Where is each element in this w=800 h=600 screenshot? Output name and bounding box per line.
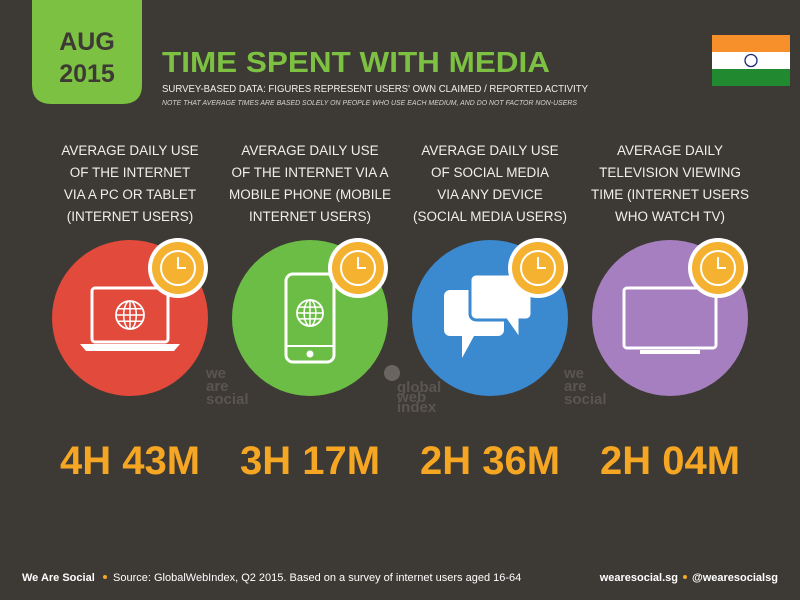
note: NOTE THAT AVERAGE TIMES ARE BASED SOLELY… bbox=[162, 100, 577, 107]
column-label: MOBILE PHONE (MOBILE bbox=[229, 187, 391, 202]
column: AVERAGE DAILY USE OF THE INTERNET VIA A MO… bbox=[229, 143, 391, 483]
laptop-base bbox=[80, 344, 180, 351]
watermark-left: we are social bbox=[205, 365, 249, 408]
watermark-text: social bbox=[206, 391, 249, 408]
time-value: 2H 04M bbox=[600, 439, 740, 483]
clock-hands bbox=[177, 257, 186, 269]
column-label: OF THE INTERNET VIA A bbox=[231, 165, 388, 180]
columns: AVERAGE DAILY USE OF THE INTERNET VIA A PC… bbox=[52, 143, 749, 483]
column-label: AVERAGE DAILY USE bbox=[241, 143, 378, 158]
watermark-text: web bbox=[396, 389, 426, 406]
watermark-text: global bbox=[397, 379, 441, 396]
column: AVERAGE DAILY USE OF THE INTERNET VIA A PC… bbox=[52, 143, 208, 483]
column-label: AVERAGE DAILY bbox=[617, 143, 723, 158]
separator bbox=[683, 575, 687, 579]
footer-brand: We Are Social bbox=[22, 572, 95, 584]
india-flag bbox=[712, 35, 790, 86]
watermark-text: are bbox=[206, 378, 229, 395]
watermark-text: we bbox=[563, 365, 584, 382]
watermark-text: social bbox=[564, 391, 607, 408]
clock-hands bbox=[717, 257, 726, 269]
tv-stand bbox=[640, 350, 700, 354]
column-label: INTERNET USERS) bbox=[249, 209, 371, 224]
footer-site: wearesocial.sg bbox=[599, 572, 678, 584]
time-value: 4H 43M bbox=[60, 439, 200, 483]
watermark-center: global web index bbox=[384, 365, 441, 416]
tv bbox=[622, 286, 718, 350]
phone bbox=[284, 272, 336, 364]
badge-year: 2015 bbox=[59, 60, 115, 88]
column-label: WHO WATCH TV) bbox=[615, 209, 725, 224]
footer-source: Source: GlobalWebIndex, Q2 2015. Based o… bbox=[113, 572, 521, 584]
column-label: VIA A PC OR TABLET bbox=[64, 187, 196, 202]
watermark-text: we bbox=[205, 365, 226, 382]
column-label: OF SOCIAL MEDIA bbox=[431, 165, 549, 180]
watermark-text: index bbox=[397, 399, 437, 416]
column-label: VIA ANY DEVICE bbox=[437, 187, 543, 202]
time-value: 2H 36M bbox=[420, 439, 560, 483]
subtitle: SURVEY-BASED DATA: FIGURES REPRESENT USE… bbox=[162, 84, 588, 95]
column-label: AVERAGE DAILY USE bbox=[61, 143, 198, 158]
column-label: OF THE INTERNET bbox=[70, 165, 191, 180]
clock-face bbox=[520, 250, 556, 286]
badge-month: AUG bbox=[59, 28, 115, 56]
column: AVERAGE DAILY TELEVISION VIEWING TIME (INT… bbox=[591, 143, 749, 483]
clock-face bbox=[700, 250, 736, 286]
date-badge bbox=[32, 0, 142, 104]
column-label: (INTERNET USERS) bbox=[67, 209, 194, 224]
clock-face bbox=[340, 250, 376, 286]
separator bbox=[103, 575, 107, 579]
phone-button bbox=[306, 350, 314, 358]
laptop-screen bbox=[90, 286, 170, 344]
column-label: TELEVISION VIEWING bbox=[599, 165, 741, 180]
column-label: AVERAGE DAILY USE bbox=[421, 143, 558, 158]
watermark-text: are bbox=[564, 378, 587, 395]
clock-hands bbox=[537, 257, 546, 269]
column-label: (SOCIAL MEDIA USERS) bbox=[413, 209, 567, 224]
watermark-right: we are social bbox=[563, 365, 607, 408]
footer-handle: @wearesocialsg bbox=[692, 572, 778, 584]
clock-hands bbox=[357, 257, 366, 269]
globe bbox=[116, 301, 144, 329]
title: TIME SPENT WITH MEDIA bbox=[162, 47, 550, 79]
time-value: 3H 17M bbox=[240, 439, 380, 483]
column-label: TIME (INTERNET USERS bbox=[591, 187, 749, 202]
column: AVERAGE DAILY USE OF SOCIAL MEDIA VIA ANY … bbox=[412, 143, 568, 483]
clock-face bbox=[160, 250, 196, 286]
globe bbox=[297, 300, 323, 326]
